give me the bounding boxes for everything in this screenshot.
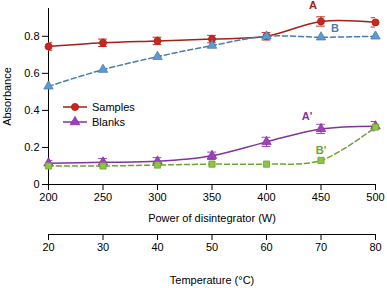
svg-text:450: 450 xyxy=(312,191,330,203)
svg-text:40: 40 xyxy=(151,241,163,253)
svg-text:250: 250 xyxy=(94,191,112,203)
svg-text:200: 200 xyxy=(39,191,57,203)
svg-text:70: 70 xyxy=(315,241,327,253)
svg-text:A: A xyxy=(309,0,317,11)
svg-text:60: 60 xyxy=(260,241,272,253)
svg-text:300: 300 xyxy=(148,191,166,203)
svg-text:B: B xyxy=(331,22,339,34)
svg-text:80: 80 xyxy=(369,241,381,253)
html-text:Samples: Samples xyxy=(92,101,135,113)
svg-text:Temperature (°C): Temperature (°C) xyxy=(170,274,254,286)
svg-text:A': A' xyxy=(302,110,313,122)
svg-text:30: 30 xyxy=(97,241,109,253)
svg-text:Absorbance: Absorbance xyxy=(1,67,13,126)
svg-text:500: 500 xyxy=(366,191,384,203)
svg-text:50: 50 xyxy=(206,241,218,253)
svg-text:0.2: 0.2 xyxy=(24,141,39,153)
html-text:Blanks: Blanks xyxy=(92,116,125,128)
svg-text:400: 400 xyxy=(257,191,275,203)
svg-text:0: 0 xyxy=(33,178,39,190)
svg-text:Power of disintegrator (W): Power of disintegrator (W) xyxy=(148,212,276,224)
svg-text:350: 350 xyxy=(203,191,221,203)
svg-text:0.8: 0.8 xyxy=(24,30,39,42)
svg-text:0.6: 0.6 xyxy=(24,67,39,79)
svg-text:0.4: 0.4 xyxy=(24,104,39,116)
svg-text:B': B' xyxy=(316,144,327,156)
svg-text:20: 20 xyxy=(42,241,54,253)
